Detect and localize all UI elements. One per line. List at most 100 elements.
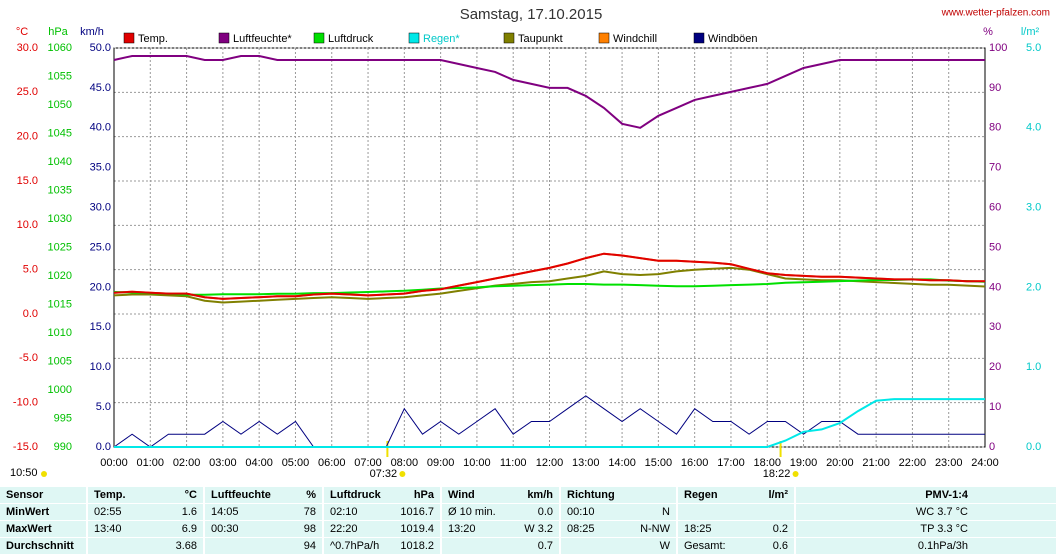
x-tick-label: 09:00 <box>427 457 455 469</box>
y-tick-label: 1040 <box>48 156 72 168</box>
y-tick-label: 995 <box>54 412 72 424</box>
table-cell: Luftfeuchte% <box>205 487 322 503</box>
series-line <box>113 278 986 296</box>
table-cell: 22:20 1019.4 <box>324 521 440 537</box>
cell-text: 18:25 <box>684 523 712 535</box>
y-tick-label: 80 <box>989 122 1001 134</box>
cell-text: 0.7 <box>537 540 553 552</box>
cell-text: 02:55 <box>94 506 122 518</box>
legend-swatch <box>598 32 610 44</box>
cell-text: l/m² <box>768 489 788 501</box>
cell-text: Ø 10 min. <box>448 506 496 518</box>
table-cell: Luftdruck hPa <box>324 487 440 503</box>
table-cell: 02:55 1.6 <box>88 504 203 520</box>
cell-text: 00:10 <box>567 506 595 518</box>
table-cell: Sensor <box>0 487 86 503</box>
y-tick-label: 10 <box>989 401 1001 413</box>
legend-label: Luftdruck <box>328 33 374 45</box>
x-tick-label: 24:00 <box>971 457 999 469</box>
table-row: MaxWert 13:40 6.9 00:30 98 22:20 1019.4 13:20 W … <box>0 521 1058 537</box>
table-cell: 14:05 78 <box>205 504 322 520</box>
y-tick-label: 30 <box>989 321 1001 333</box>
row-label: MaxWert <box>6 523 52 535</box>
x-tick-label: 16:00 <box>681 457 709 469</box>
cell-text: 22:20 <box>330 523 358 535</box>
cell-text: Wind <box>448 489 475 501</box>
x-tick-label: 18:00 <box>753 457 781 469</box>
table-row: Durchschnitt 3.68 94 ^0.7hPa/h 1018.2 0.7 W Ges… <box>0 538 1058 554</box>
cell-text: W <box>659 540 670 552</box>
y-tick-label: 1045 <box>48 127 72 139</box>
x-tick-label: 13:00 <box>572 457 600 469</box>
stats-table: Sensor Temp. °C Luftfeuchte% Luftdruck hPa Win… <box>0 487 1058 559</box>
table-cell <box>678 504 794 520</box>
table-cell: 0.1hPa/3h <box>796 538 1056 554</box>
x-tick-label: 04:00 <box>245 457 273 469</box>
table-cell: Ø 10 min. 0.0 <box>442 504 559 520</box>
cell-text: 94 <box>303 540 316 552</box>
plot-area <box>113 47 986 448</box>
legend-label: Windchill <box>613 33 657 45</box>
legend-label: Regen* <box>423 33 460 45</box>
x-tick-label: 23:00 <box>935 457 963 469</box>
x-tick-label: 17:00 <box>717 457 745 469</box>
cell-text: 1019.4 <box>400 523 434 535</box>
y-tick-label: 1000 <box>48 384 72 396</box>
axis-title: % <box>983 26 993 38</box>
y-tick-label: 15.0 <box>90 321 111 333</box>
table-cell: TP 3.3 °C <box>796 521 1056 537</box>
series-line <box>113 395 985 448</box>
y-tick-label: 1050 <box>48 99 72 111</box>
axis-title: km/h <box>80 26 104 38</box>
y-tick-label: 1015 <box>48 298 72 310</box>
y-tick-label: 4.0 <box>1026 122 1041 134</box>
cell-text: W 3.2 <box>524 523 553 535</box>
cell-text: Gesamt: <box>684 540 726 552</box>
cell-text: 13:20 <box>448 523 476 535</box>
cell-text: 0.6 <box>772 540 788 552</box>
cell-text: N-NW <box>640 523 670 535</box>
y-tick-label: 990 <box>54 441 72 453</box>
x-tick-label: 05:00 <box>282 457 310 469</box>
y-tick-label: 70 <box>989 162 1001 174</box>
y-tick-label: 60 <box>989 202 1001 214</box>
table-cell: 3.68 <box>88 538 203 554</box>
legend-label: Temp. <box>138 33 168 45</box>
y-tick-label: 5.0 <box>23 264 38 276</box>
table-cell: Wind km/h <box>442 487 559 503</box>
table-cell: 00:30 98 <box>205 521 322 537</box>
cell-text: 78 <box>303 506 316 518</box>
y-tick-label: 10.0 <box>90 361 111 373</box>
table-row: Sensor Temp. °C Luftfeuchte% Luftdruck hPa Win… <box>0 487 1058 503</box>
table-cell: ^0.7hPa/h 1018.2 <box>324 538 440 554</box>
y-tick-label: 5.0 <box>96 401 111 413</box>
cell-text: 08:25 <box>567 523 595 535</box>
chart-title: Samstag, 17.10.2015 <box>460 6 603 23</box>
x-tick-label: 19:00 <box>790 457 818 469</box>
axis-title: °C <box>16 26 28 38</box>
x-tick-label: 08:00 <box>391 457 419 469</box>
table-cell: MaxWert <box>0 521 86 537</box>
y-tick-label: 0.0 <box>1026 441 1041 453</box>
axis-title: hPa <box>48 26 68 38</box>
x-tick-label: 15:00 <box>645 457 673 469</box>
cell-text: °C <box>184 489 197 501</box>
x-tick-label: 21:00 <box>862 457 890 469</box>
y-tick-label: 1035 <box>48 184 72 196</box>
x-tick-label: 01:00 <box>137 457 165 469</box>
cell-text: 98 <box>303 523 316 535</box>
cell-text: Regen <box>684 489 718 501</box>
series-line <box>113 55 985 129</box>
y-tick-label: 1020 <box>48 270 72 282</box>
y-tick-label: -5.0 <box>19 352 38 364</box>
legend-label: Luftfeuchte* <box>233 33 292 45</box>
cell-text: 13:40 <box>94 523 122 535</box>
legend-swatch <box>693 32 705 44</box>
legend-swatch <box>408 32 420 44</box>
y-tick-label: 20.0 <box>17 131 38 143</box>
table-cell: Durchschnitt <box>0 538 86 554</box>
cell-text: Richtung <box>567 489 615 501</box>
y-tick-label: 40 <box>989 281 1001 293</box>
sun-icon <box>399 471 406 477</box>
y-tick-label: 30.0 <box>17 42 38 54</box>
